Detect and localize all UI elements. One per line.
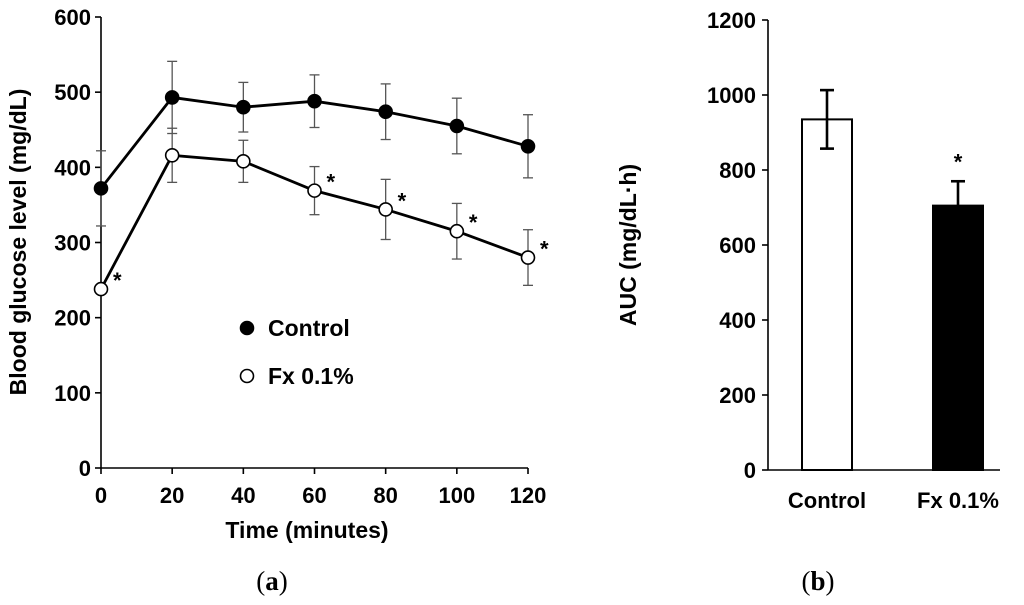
data-point [378,104,393,120]
legend-marker-fx [239,368,255,384]
data-point [236,154,251,169]
chart-a-y-axis-title: Blood glucose level (mg/dL) [5,89,31,396]
data-point [520,138,536,154]
y-tick-label: 500 [54,80,91,105]
legend-label-fx: Fx 0.1% [268,363,354,389]
legend-label-control: Control [268,315,350,341]
data-point [520,250,536,265]
chart-b-y-ticks: 0 200 400 600 800 1000 1200 [707,8,768,483]
y-tick-label: 0 [79,456,91,481]
y-tick-label: 300 [54,231,91,256]
bar [932,204,984,471]
data-point [236,99,251,115]
legend-marker-control [239,320,255,336]
data-point [378,202,393,217]
chart-a-legend: Control Fx 0.1% [239,315,354,389]
chart-b-y-axis-title: AUC (mg/dL·h) [615,164,641,326]
chart-a-x-axis-title: Time (minutes) [225,517,388,543]
significance-marker: * [398,188,407,213]
data-point [164,148,180,163]
y-tick-label: 0 [744,458,756,483]
y-tick-label: 600 [54,5,91,30]
significance-marker: * [954,149,963,174]
bar-group-control [801,88,853,471]
x-tick-label: Fx 0.1% [917,488,999,513]
x-tick-label: 40 [231,483,255,508]
data-point [449,223,465,239]
chart-a-x-ticks: 0 20 40 60 80 100 120 [95,468,546,508]
chart-b: 0 200 400 600 800 1000 1200 * Control Fx 0.1% A… [615,8,1000,596]
y-tick-label: 1200 [707,8,756,33]
data-point [93,181,109,196]
data-point [307,183,322,198]
y-tick-label: 800 [719,158,756,183]
significance-marker: * [540,237,549,262]
y-tick-label: 200 [719,383,756,408]
x-tick-label: 60 [302,483,326,508]
bar-group-fx: * [932,149,984,471]
y-tick-label: 200 [54,306,91,331]
data-point [449,118,465,134]
x-tick-label: 100 [438,483,475,508]
series-control [93,60,536,227]
y-tick-label: 1000 [707,83,756,108]
significance-marker: * [469,210,478,235]
chart-b-x-ticks: Control Fx 0.1% [788,488,999,513]
data-point [93,281,109,297]
y-tick-label: 100 [54,381,91,406]
significance-marker: * [327,170,336,195]
chart-a-series: * * * * * [93,60,549,297]
y-tick-label: 400 [719,308,756,333]
significance-marker: * [113,268,122,293]
data-point [307,93,322,109]
chart-a-y-ticks: 0 100 200 300 400 500 600 [54,5,101,481]
bar [801,118,853,471]
x-tick-label: 80 [373,483,397,508]
x-tick-label: 20 [160,483,184,508]
y-tick-label: 400 [54,155,91,180]
x-tick-label: Control [788,488,866,513]
panel-label-a: (a) [256,566,288,596]
series-fx: * * * * * [93,127,549,297]
panel-label-b: (b) [801,566,834,596]
x-tick-label: 120 [510,483,547,508]
chart-b-bars: * [801,88,984,471]
data-point [164,90,180,105]
y-tick-label: 600 [719,233,756,258]
x-tick-label: 0 [95,483,107,508]
